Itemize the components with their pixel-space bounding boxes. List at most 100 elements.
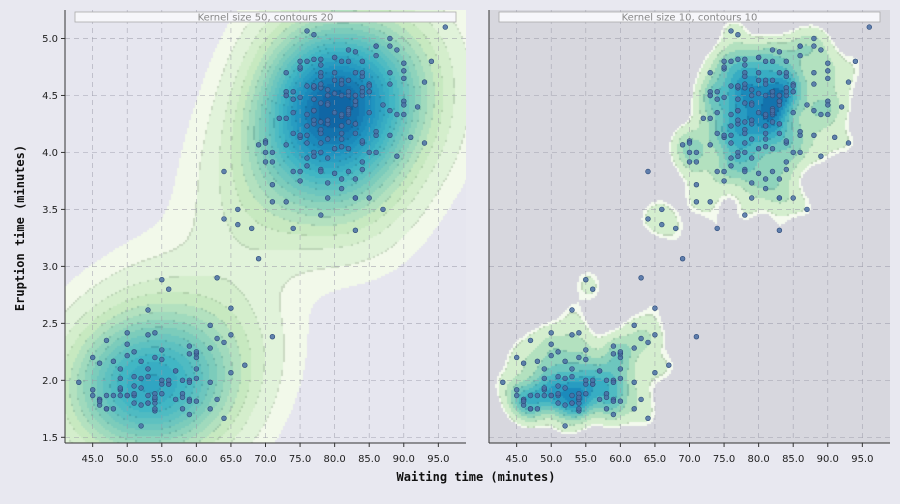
data-point <box>686 149 693 156</box>
data-point <box>742 212 748 218</box>
x-tick-label: 45.0 <box>506 454 528 465</box>
data-point <box>352 98 359 104</box>
data-point <box>304 163 310 169</box>
data-point <box>352 49 359 55</box>
data-point <box>755 146 762 152</box>
data-point <box>645 168 651 175</box>
data-point <box>769 168 776 175</box>
data-point <box>401 60 407 66</box>
data-point <box>714 109 720 116</box>
data-point <box>603 394 610 401</box>
data-point <box>338 130 345 137</box>
data-point <box>838 104 845 110</box>
data-point <box>193 349 200 355</box>
data-point <box>755 109 762 116</box>
data-point <box>269 149 276 156</box>
data-point <box>131 391 137 397</box>
data-point <box>304 58 310 64</box>
data-point <box>228 332 234 338</box>
data-point <box>735 117 741 123</box>
data-point <box>790 149 796 156</box>
data-point <box>297 168 303 175</box>
data-point <box>804 102 810 108</box>
data-point <box>186 398 193 404</box>
data-point <box>325 195 331 201</box>
data-point <box>338 81 345 87</box>
data-point <box>693 334 700 340</box>
data-point <box>290 130 296 137</box>
data-point <box>790 83 796 89</box>
data-point <box>576 394 582 401</box>
data-point <box>755 77 762 84</box>
data-point <box>110 392 117 399</box>
data-point <box>352 176 359 182</box>
data-point <box>103 406 110 412</box>
data-point <box>304 155 310 161</box>
data-point <box>721 168 727 175</box>
data-point <box>338 136 345 142</box>
data-point <box>811 43 817 49</box>
data-point <box>583 391 589 397</box>
data-point <box>825 75 831 82</box>
data-point <box>693 159 700 165</box>
data-point <box>297 132 303 139</box>
data-point <box>380 206 386 213</box>
data-point <box>345 107 352 114</box>
data-point <box>366 83 372 89</box>
data-point <box>352 69 359 76</box>
data-point <box>145 373 151 380</box>
data-point <box>783 58 789 64</box>
data-point <box>262 149 269 156</box>
data-point <box>380 102 386 108</box>
data-point <box>548 352 554 359</box>
data-point <box>442 24 448 30</box>
data-point <box>373 43 379 49</box>
data-point <box>617 366 624 372</box>
data-point <box>325 92 331 99</box>
x-tick-label: 65.0 <box>220 454 242 465</box>
data-point <box>797 149 803 156</box>
data-point <box>721 64 727 70</box>
data-point <box>283 199 289 205</box>
data-point <box>117 366 124 372</box>
data-point <box>728 28 734 34</box>
data-point <box>700 115 706 122</box>
data-point <box>394 111 400 118</box>
data-point <box>262 159 269 165</box>
data-point <box>755 54 762 61</box>
data-point <box>693 182 700 188</box>
data-point <box>331 90 338 97</box>
data-point <box>562 402 568 408</box>
data-point <box>693 149 700 156</box>
data-point <box>338 176 345 182</box>
data-point <box>811 35 817 42</box>
data-point <box>748 117 755 123</box>
data-point <box>117 392 124 399</box>
data-point <box>138 358 144 364</box>
data-point <box>783 166 789 173</box>
x-tick-label: 65.0 <box>644 454 666 465</box>
data-point <box>762 92 769 99</box>
data-point <box>297 178 303 184</box>
data-point <box>269 199 276 205</box>
data-point <box>345 58 352 64</box>
panel-title-box <box>498 11 881 23</box>
data-point <box>290 109 296 116</box>
data-point <box>352 130 359 137</box>
data-point <box>325 102 331 108</box>
data-point <box>811 132 817 139</box>
data-point <box>797 52 803 59</box>
data-point <box>228 305 234 311</box>
data-point <box>555 391 561 397</box>
data-point <box>297 64 303 70</box>
data-point <box>617 398 624 404</box>
data-point <box>755 90 762 97</box>
data-point <box>742 119 748 125</box>
data-point <box>548 330 554 336</box>
data-point <box>304 140 310 146</box>
data-point <box>325 155 331 161</box>
data-point <box>610 411 617 418</box>
data-point <box>318 168 324 175</box>
data-point <box>776 92 783 99</box>
y-tick-label: 4.5 <box>42 91 58 102</box>
